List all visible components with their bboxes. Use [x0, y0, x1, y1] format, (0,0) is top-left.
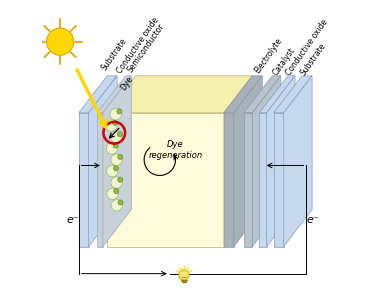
Circle shape [110, 108, 121, 120]
Text: Dye: Dye [118, 75, 135, 92]
Polygon shape [103, 76, 131, 246]
Polygon shape [107, 76, 252, 113]
Circle shape [110, 131, 122, 143]
Circle shape [113, 166, 118, 171]
Text: e⁻: e⁻ [306, 215, 319, 224]
Polygon shape [266, 76, 295, 246]
Polygon shape [259, 113, 266, 246]
Circle shape [179, 270, 189, 280]
Text: Electrolyte: Electrolyte [253, 36, 284, 75]
Polygon shape [224, 113, 234, 246]
Text: Catalyst: Catalyst [271, 46, 296, 77]
Circle shape [113, 120, 118, 125]
Polygon shape [97, 113, 103, 246]
Polygon shape [284, 76, 312, 246]
Polygon shape [224, 76, 262, 113]
Circle shape [118, 177, 123, 182]
Circle shape [117, 132, 123, 137]
Circle shape [118, 200, 123, 205]
Text: Substrate: Substrate [99, 37, 128, 72]
Circle shape [107, 166, 118, 177]
Text: e⁻: e⁻ [66, 215, 79, 224]
Circle shape [106, 143, 118, 154]
Polygon shape [79, 76, 117, 113]
Circle shape [106, 120, 117, 131]
Polygon shape [244, 113, 252, 246]
Polygon shape [259, 76, 295, 113]
Circle shape [114, 188, 119, 194]
Circle shape [118, 154, 123, 160]
Text: Conductive oxide: Conductive oxide [116, 16, 161, 75]
Polygon shape [252, 76, 281, 246]
Polygon shape [107, 113, 224, 246]
Circle shape [111, 200, 123, 211]
Polygon shape [234, 76, 262, 246]
Polygon shape [97, 76, 131, 113]
Polygon shape [89, 76, 117, 246]
Circle shape [113, 143, 118, 148]
Text: Conductive oxide: Conductive oxide [284, 17, 330, 77]
Polygon shape [274, 76, 312, 113]
Text: Semiconductor: Semiconductor [125, 21, 166, 74]
Circle shape [107, 188, 118, 200]
Circle shape [117, 109, 122, 114]
Polygon shape [79, 113, 89, 246]
Circle shape [111, 154, 122, 166]
Polygon shape [274, 113, 284, 246]
Circle shape [111, 177, 122, 188]
Polygon shape [224, 76, 252, 246]
Circle shape [46, 28, 74, 55]
Text: Substrate: Substrate [298, 42, 328, 77]
Polygon shape [244, 76, 281, 113]
Text: Dye
regeneration: Dye regeneration [148, 140, 202, 160]
